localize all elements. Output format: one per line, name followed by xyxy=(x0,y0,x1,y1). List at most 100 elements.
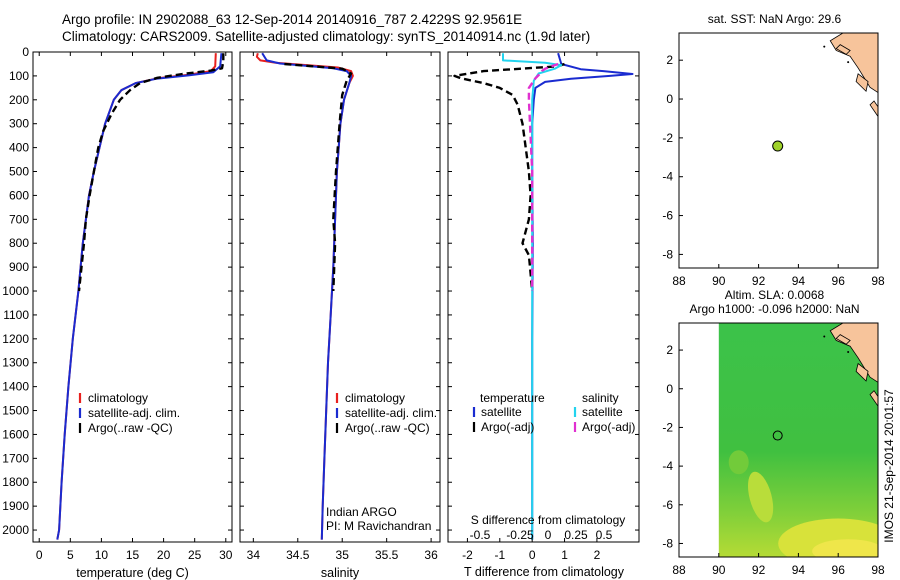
land-island xyxy=(855,362,869,382)
s-tick-label: 0 xyxy=(545,528,552,542)
y-tick-label: 0 xyxy=(666,92,673,106)
map-sst-content xyxy=(772,33,878,152)
s-tick-label: 0.25 xyxy=(564,528,588,542)
salinity-profile-xlabel: salinity xyxy=(321,566,360,580)
series-line-argo-raw-qc- xyxy=(77,53,225,292)
s-difference-label: S difference from climatology xyxy=(471,513,626,527)
argo-position-marker xyxy=(772,430,783,441)
series-line-s-argo-adj- xyxy=(527,62,559,291)
x-tick-label: 90 xyxy=(712,563,726,577)
y-tick-label: -4 xyxy=(662,170,673,184)
series-line-satellite-adj-clim- xyxy=(261,52,353,540)
s-tick-label: -0.5 xyxy=(470,528,491,542)
land-island xyxy=(855,73,869,93)
y-tick-label: 1300 xyxy=(2,356,29,370)
y-tick-label: 900 xyxy=(9,260,29,274)
x-tick-label: 20 xyxy=(157,548,171,562)
land-island xyxy=(869,390,878,407)
y-tick-label: 300 xyxy=(9,117,29,131)
land-island xyxy=(869,100,878,118)
map-sla-title: Altim. SLA: 0.0068 xyxy=(725,288,825,302)
y-tick-label: 0 xyxy=(666,382,673,396)
y-tick-label: 700 xyxy=(9,212,29,226)
land-sumatra xyxy=(829,33,878,94)
salinity-profile-panel: 34 34.5 35 35.5 36 salinity xyxy=(239,51,441,580)
y-tick-label: -2 xyxy=(662,420,673,434)
series-line-climatology xyxy=(56,53,217,540)
x-tick-label: 94 xyxy=(792,274,806,288)
y-tick-label: 1500 xyxy=(2,404,29,418)
pi-label: PI: M Ravichandran xyxy=(326,519,431,533)
map-sla-panel: 88 90 92 94 96 98 -8 -6 -4 -2 0 2 Altim. SLA: 0.0068… xyxy=(662,288,885,577)
x-tick-label: 88 xyxy=(672,274,686,288)
legend-label: Argo(..raw -QC) xyxy=(345,421,430,435)
x-tick-label: 34 xyxy=(247,548,261,562)
legend-title-temperature: temperature xyxy=(480,391,545,405)
legend-title-salinity: salinity xyxy=(582,391,619,405)
y-tick-label: 400 xyxy=(9,141,29,155)
island-dot xyxy=(823,335,826,338)
x-tick-label: 25 xyxy=(188,548,202,562)
x-tick-label: 92 xyxy=(752,563,766,577)
sla-patch-yellow xyxy=(748,471,774,523)
y-tick-label: 1400 xyxy=(2,380,29,394)
x-tick-label: 98 xyxy=(871,563,885,577)
institute-label: Indian ARGO xyxy=(326,505,397,519)
legend-label: climatology xyxy=(345,391,405,405)
map-sla-content xyxy=(718,323,878,557)
legend-label: Argo(-adj) xyxy=(481,420,534,434)
y-tick-label: -6 xyxy=(662,498,673,512)
x-tick-label: -1 xyxy=(494,548,505,562)
y-tick-label: 1200 xyxy=(2,332,29,346)
island-dot xyxy=(823,45,826,48)
x-tick-label: 2 xyxy=(594,548,601,562)
y-tick-label: 500 xyxy=(9,165,29,179)
x-tick-label: 0 xyxy=(529,548,536,562)
salinity-profile-frame xyxy=(239,51,441,543)
sla-field xyxy=(718,323,878,557)
x-tick-label: 0 xyxy=(36,548,43,562)
x-tick-label: 30 xyxy=(219,548,233,562)
x-tick-label: 96 xyxy=(832,563,846,577)
x-tick-label: 90 xyxy=(712,274,726,288)
y-tick-label: 1100 xyxy=(3,308,29,322)
y-tick-label: -6 xyxy=(662,209,673,223)
series-line-t-satellite xyxy=(531,52,634,540)
y-tick-label: 1000 xyxy=(2,284,29,298)
island-dot xyxy=(847,351,850,354)
y-tick-label: 0 xyxy=(22,45,29,59)
x-tick-label: 34.5 xyxy=(286,548,310,562)
x-tick-label: 92 xyxy=(752,274,766,288)
difference-legend: temperature salinitysatelliteArgo(-adj)sa… xyxy=(464,391,635,579)
legend-label: Argo(..raw -QC) xyxy=(88,421,173,435)
series-line-s-satellite xyxy=(502,53,563,540)
map-sla-frame xyxy=(678,322,879,558)
salinity-profile-series xyxy=(255,52,354,540)
y-tick-label: -4 xyxy=(662,459,673,473)
temperature-profile-series xyxy=(56,53,225,540)
y-tick-label: 2 xyxy=(666,343,673,357)
legend-label: satellite-adj. clim. xyxy=(345,406,437,420)
legend-label: satellite xyxy=(481,405,522,419)
x-tick-label: 10 xyxy=(95,548,109,562)
legend-label: satellite xyxy=(582,405,623,419)
title-line-1: Argo profile: IN 2902088_63 12-Sep-2014 … xyxy=(62,12,523,27)
land-island xyxy=(835,44,851,55)
y-tick-label: 1700 xyxy=(2,451,29,465)
y-tick-label: 800 xyxy=(9,236,29,250)
x-tick-label: 35.5 xyxy=(375,548,399,562)
map-sst-frame xyxy=(678,32,879,269)
y-tick-label: 2000 xyxy=(2,523,29,537)
difference-from-climatology-frame xyxy=(447,51,640,543)
difference-from-climatology-panel: -2 -1 0 1 2 xyxy=(447,51,640,562)
series-line-t-argo-adj- xyxy=(453,62,565,292)
y-tick-label: 600 xyxy=(9,188,29,202)
timestamp-stamp: IMOS 21-Sep-2014 20:01:57 xyxy=(882,389,896,543)
legend-label: climatology xyxy=(88,391,148,405)
temperature-profile-xlabel: temperature (deg C) xyxy=(76,566,189,580)
sla-patch-yellow-3 xyxy=(812,539,878,557)
y-tick-label: 100 xyxy=(9,69,29,83)
t-difference-xlabel: T difference from climatology xyxy=(464,565,625,579)
